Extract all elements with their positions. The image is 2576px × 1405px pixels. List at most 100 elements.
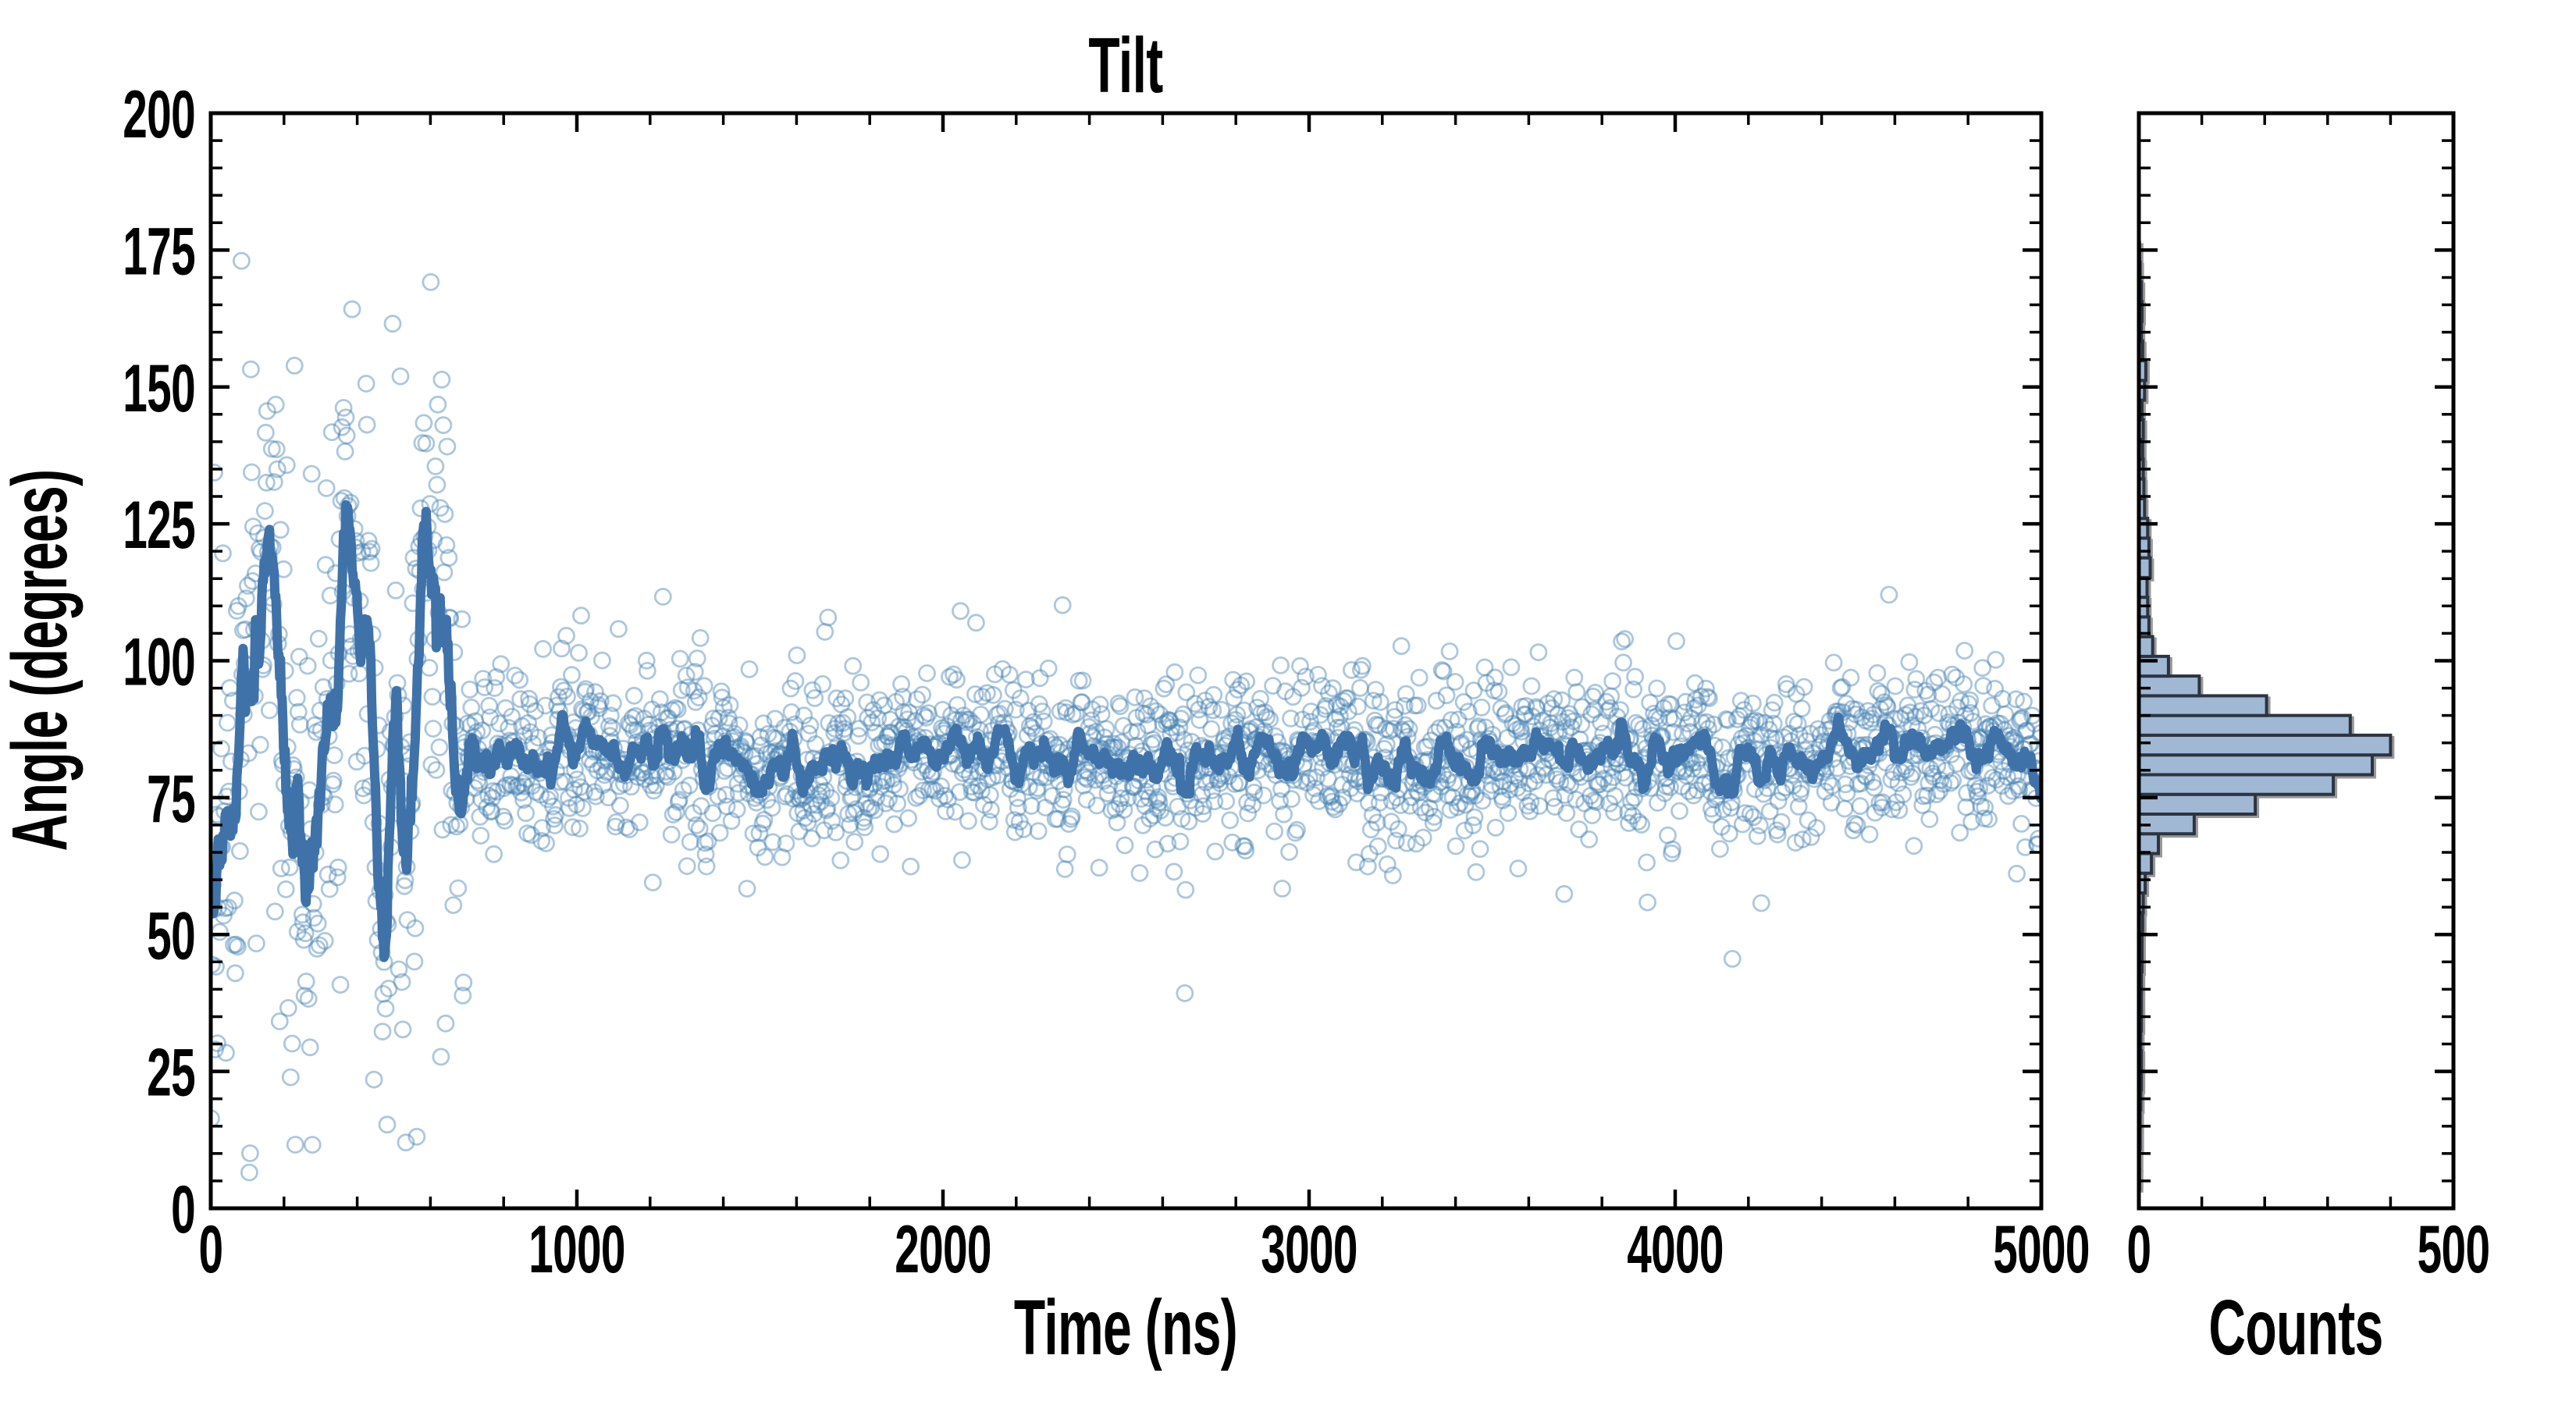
scatter-point [506, 667, 525, 685]
scatter-point [1475, 658, 1494, 677]
scatter-point [428, 475, 447, 494]
scatter-point [546, 816, 564, 834]
scatter-point [1177, 683, 1196, 702]
scatter-point [515, 726, 533, 745]
scatter-point [1280, 843, 1298, 861]
scatter-point [746, 747, 765, 765]
scatter-point [788, 646, 806, 664]
scatter-point [1555, 884, 1574, 903]
scatter-point [532, 831, 550, 850]
scatter-point [749, 838, 767, 857]
scatter-point [1165, 663, 1184, 681]
tick-label: 2000 [895, 1212, 991, 1287]
scatter-point [737, 733, 756, 752]
scatter-point [331, 976, 350, 994]
scatter-point [454, 987, 472, 1005]
scatter-point [1499, 804, 1517, 822]
scatter-point [217, 1044, 235, 1062]
scatter-point [781, 679, 800, 698]
scatter-point [719, 709, 738, 727]
scatter-point [257, 473, 276, 492]
scatter-point [522, 826, 540, 845]
scatter-point [607, 813, 625, 831]
scatter-point [1670, 802, 1688, 820]
scatter-point [519, 713, 537, 732]
scatter-point [479, 786, 498, 805]
tick-label: 150 [123, 351, 195, 426]
scatter-point [557, 627, 575, 645]
scatter-point [359, 532, 378, 550]
scatter-point [442, 816, 461, 834]
scatter-point [628, 720, 646, 739]
scatter-point [433, 820, 452, 839]
axes-and-ticks [208, 111, 2456, 1211]
scatter-point [650, 690, 669, 709]
scatter-point [806, 689, 824, 707]
scatter-point [1206, 842, 1225, 861]
scatter-point [267, 440, 286, 458]
scatter-point [782, 703, 801, 721]
scatter-point [333, 418, 351, 436]
scatter-point [712, 682, 731, 701]
scatter-point [829, 714, 848, 733]
scatter-point [361, 553, 380, 572]
scatter-point [820, 714, 838, 732]
scatter-point [600, 788, 617, 807]
scatter-point [678, 678, 697, 696]
scatter-point [634, 763, 653, 782]
scatter-point [219, 713, 237, 732]
scatter-point [376, 999, 395, 1018]
scatter-point [415, 414, 433, 432]
scatter-point [473, 721, 492, 740]
scatter-point [334, 399, 353, 417]
tick-label: 1000 [528, 1212, 625, 1287]
scatter-point [681, 833, 699, 851]
scatter-point [1058, 845, 1076, 863]
scatter-point [545, 809, 563, 828]
scatter-point [287, 688, 306, 707]
scatter-point [1039, 659, 1058, 678]
scatter-point [397, 1133, 415, 1152]
scatter-point [302, 464, 321, 483]
scatter-point [632, 763, 651, 782]
scatter-point [2008, 864, 2026, 883]
scatter-point [279, 999, 297, 1017]
scatter-point [211, 958, 225, 976]
scatter-point [622, 777, 640, 796]
scatter-point [730, 716, 749, 735]
tick-label: 3000 [1261, 1212, 1357, 1287]
scatter-point [265, 902, 284, 921]
scatter-point [471, 808, 489, 826]
scatter-point [318, 865, 337, 884]
scatter-point [1648, 679, 1667, 698]
scatter-point [753, 814, 772, 833]
scatter-point [378, 1115, 397, 1134]
scatter-point [852, 674, 870, 692]
scatter-point [653, 588, 672, 606]
scatter-point [685, 681, 703, 700]
scatter-point [823, 812, 841, 831]
scatter-point [836, 689, 855, 708]
scatter-point [832, 695, 851, 713]
tick-label: 100 [123, 625, 195, 700]
scatter-point [405, 952, 424, 971]
scatter-point [1283, 790, 1300, 808]
scatter-point [630, 813, 649, 831]
scatter-point [835, 720, 854, 738]
x-axis-label-side: Counts [2208, 1283, 2382, 1371]
scatter-point [490, 714, 509, 733]
scatter-point [512, 783, 531, 802]
histogram-bar [2139, 832, 2160, 855]
scatter-point [620, 714, 638, 733]
scatter-point [738, 880, 756, 898]
histogram-bars [2139, 240, 2393, 1190]
scatter-point [572, 606, 590, 625]
scatter-point [688, 649, 706, 667]
scatter-point [429, 395, 447, 414]
scatter-point [1221, 811, 1240, 830]
scatter-point [496, 812, 514, 830]
scatter-point [856, 818, 874, 837]
scatter-point [393, 973, 411, 991]
tick-label: 125 [123, 488, 195, 563]
